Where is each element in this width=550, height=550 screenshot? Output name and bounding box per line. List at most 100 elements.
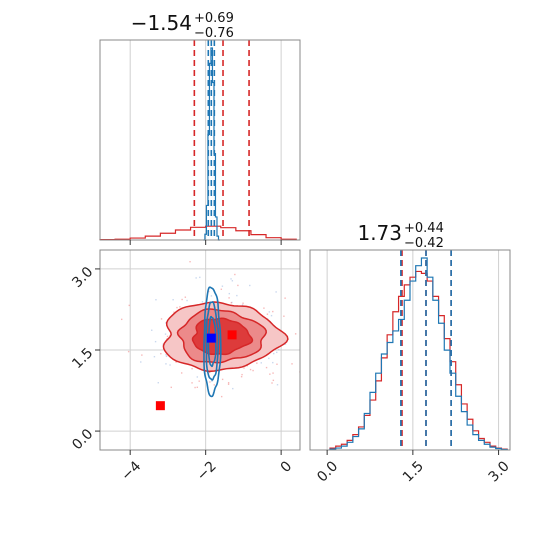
contour-scatter-point xyxy=(180,372,183,374)
contour-scatter-point xyxy=(272,310,274,313)
contour-scatter-point xyxy=(221,378,224,381)
contour-scatter-point xyxy=(303,341,304,342)
contour-xtick-label: −4 xyxy=(118,458,144,484)
contour-scatter-point xyxy=(198,380,200,382)
contour-scatter-point xyxy=(173,311,175,313)
contour-scatter-point xyxy=(169,334,171,337)
histogram-param2-xtick-label: 3.0 xyxy=(486,458,513,485)
histogram-param2-series-0-step xyxy=(329,270,508,450)
contour-ticks: −4 −2 0 0.0 1.5 3.0 xyxy=(69,264,295,484)
histogram-param2-title: 1.73 +0.44 −0.42 xyxy=(357,221,443,251)
contour-scatter-point xyxy=(252,369,254,372)
contour-scatter-point xyxy=(181,298,183,301)
contour-ytick-label: 0.0 xyxy=(69,426,96,453)
contour-scatter-point xyxy=(165,353,167,356)
contour-panel: −4 −2 0 0.0 1.5 3.0 xyxy=(69,249,306,484)
contour-content xyxy=(121,260,306,411)
contour-scatter-point xyxy=(284,343,287,345)
contour-scatter-point xyxy=(232,387,234,390)
contour-marker xyxy=(155,401,165,411)
contour-scatter-point xyxy=(121,318,123,321)
contour-scatter-point xyxy=(210,295,213,297)
contour-scatter-point xyxy=(221,285,224,287)
contour-scatter-point xyxy=(272,372,274,374)
contour-scatter-point xyxy=(275,291,277,293)
contour-scatter-point xyxy=(227,382,230,384)
histogram-param2-title-lower: −0.42 xyxy=(404,236,444,251)
contour-scatter-point xyxy=(184,296,187,298)
histogram-param2-panel: 0.0 1.5 3.0 1.73 +0.44 −0.42 xyxy=(309,221,513,485)
histogram-param1-ticks xyxy=(129,240,282,245)
contour-scatter-point xyxy=(166,335,169,338)
histogram-param2-grid xyxy=(326,250,500,450)
contour-scatter-point xyxy=(237,284,239,287)
contour-scatter-point xyxy=(186,299,188,302)
contour-scatter-point xyxy=(240,375,243,378)
contour-scatter-point xyxy=(175,361,177,363)
contour-scatter-point xyxy=(160,318,163,320)
histogram-param1-title-lower: −0.76 xyxy=(194,26,234,41)
histogram-param2-ticks: 0.0 1.5 3.0 xyxy=(314,450,513,485)
contour-scatter-point xyxy=(211,380,213,382)
contour-scatter-point xyxy=(270,314,273,317)
histogram-param1-grid xyxy=(129,40,282,240)
contour-scatter-point xyxy=(220,395,223,398)
contour-scatter-point xyxy=(189,260,191,263)
contour-scatter-point xyxy=(269,373,271,375)
contour-scatter-point xyxy=(127,350,130,353)
histogram-param1-panel: −1.54 +0.69 −0.76 xyxy=(99,11,301,245)
histogram-param2-xtick-label: 0.0 xyxy=(314,458,341,485)
contour-scatter-point xyxy=(194,386,196,389)
contour-scatter-point xyxy=(276,351,278,354)
contour-scatter-point xyxy=(196,386,199,388)
contour-scatter-point xyxy=(201,301,204,303)
contour-scatter-point xyxy=(268,311,271,313)
contour-scatter-point xyxy=(196,376,199,378)
contour-scatter-point xyxy=(141,354,143,356)
contour-scatter-point xyxy=(305,357,306,358)
contour-blue-level xyxy=(205,301,220,381)
contour-scatter-point xyxy=(283,315,285,317)
contour-scatter-point xyxy=(234,273,236,276)
contour-scatter-point xyxy=(165,355,168,358)
contour-scatter-point xyxy=(236,294,238,297)
contour-xtick-label: −2 xyxy=(194,458,220,484)
contour-scatter-point xyxy=(228,297,230,299)
contour-scatter-point xyxy=(284,297,286,299)
contour-scatter-point xyxy=(160,352,162,355)
contour-scatter-point xyxy=(231,280,234,282)
histogram-param2-series-1-step xyxy=(329,257,508,451)
contour-scatter-point xyxy=(220,288,223,290)
contour-scatter-point xyxy=(165,322,167,324)
contour-scatter-point xyxy=(157,382,159,384)
contour-scatter-point xyxy=(176,306,178,309)
contour-scatter-point xyxy=(140,361,142,363)
contour-ytick-label: 3.0 xyxy=(69,264,96,291)
contour-scatter-point xyxy=(249,284,251,287)
contour-scatter-point xyxy=(191,367,193,370)
contour-scatter-point xyxy=(151,329,153,331)
contour-scatter-point xyxy=(241,373,243,376)
contour-marker xyxy=(206,333,216,343)
contour-scatter-point xyxy=(260,362,262,364)
contour-scatter-point xyxy=(291,363,293,365)
contour-scatter-point xyxy=(256,362,258,364)
contour-scatter-point xyxy=(230,278,232,280)
contour-scatter-point xyxy=(164,333,167,335)
contour-scatter-point xyxy=(230,302,233,304)
contour-scatter-point xyxy=(266,313,269,315)
contour-scatter-point xyxy=(272,361,274,364)
contour-scatter-point xyxy=(273,352,275,355)
histogram-param2-xtick-label: 1.5 xyxy=(400,458,427,485)
histogram-param1-series-0-step xyxy=(99,225,297,241)
histogram-param1-bars xyxy=(99,47,297,241)
histogram-param2-title-median: 1.73 xyxy=(357,221,402,245)
contour-red-levels xyxy=(162,301,289,373)
contour-scatter-point xyxy=(165,363,167,365)
contour-scatter-point xyxy=(276,384,279,386)
contour-scatter-point xyxy=(263,307,265,309)
histogram-param1-title-median: −1.54 xyxy=(131,11,192,35)
contour-scatter-point xyxy=(268,357,270,360)
contour-xtick-label: 0 xyxy=(278,458,296,476)
